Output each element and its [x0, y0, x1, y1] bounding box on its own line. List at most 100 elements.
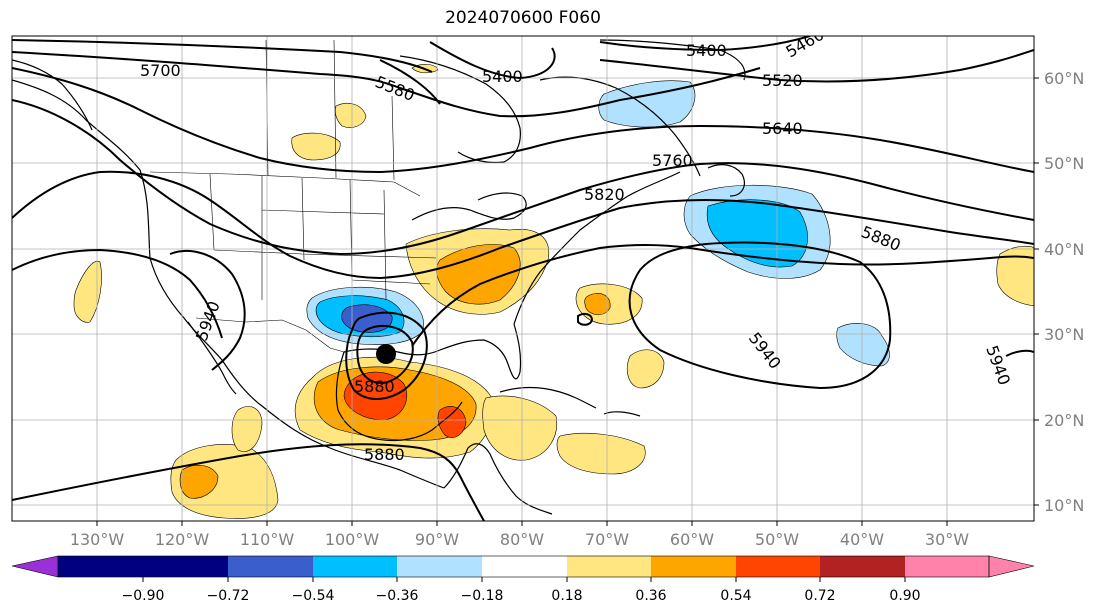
newfoundland	[707, 164, 745, 197]
latitude-ticks: 60°N 50°N 40°N 30°N 20°N 10°N	[1044, 69, 1084, 515]
contour-5880-north	[12, 244, 1034, 347]
colorbar-bin	[567, 556, 651, 577]
colorbar-tick-label: 0.72	[804, 588, 835, 604]
hudson-bay	[399, 55, 521, 164]
contour-label: 5760	[652, 151, 693, 170]
lon-tick-label: 110°W	[240, 530, 295, 549]
colorbar-bin	[736, 556, 820, 577]
colorbar: −0.90 −0.72 −0.54 −0.36 −0.18 0.18 0.36 …	[11, 555, 1035, 604]
colorbar-tick-label: 0.36	[635, 588, 666, 604]
contour-small-loop	[577, 312, 594, 326]
contour-5940-east	[1005, 349, 1034, 357]
lon-tick-label: 60°W	[670, 530, 714, 549]
colorbar-tick-label: −0.18	[461, 588, 504, 604]
contour-5760	[12, 99, 1034, 256]
contour-5700	[12, 51, 761, 118]
warm-anomaly-caribbean-east	[556, 432, 646, 475]
colorbar-frame	[57, 555, 990, 578]
mexico-gulf-coast	[335, 351, 463, 442]
gulf-coast-us	[343, 323, 522, 380]
alaska-coast	[12, 59, 93, 131]
colorbar-tick-label: 0.18	[551, 588, 582, 604]
cold-anomaly-labrador	[598, 80, 696, 128]
colorbar-bin	[651, 556, 736, 577]
baja-california	[187, 321, 237, 395]
lon-tick-label: 120°W	[155, 530, 210, 549]
warm-anomaly-atlantic-2	[627, 349, 665, 389]
lon-tick-label: 90°W	[415, 530, 459, 549]
warm-anomaly-mexico-pacific-core	[179, 464, 219, 499]
contour-inner-low	[356, 325, 414, 384]
us-mexico-border	[195, 317, 345, 353]
colorbar-extend-low	[11, 555, 59, 578]
lon-tick-label: 50°W	[755, 530, 799, 549]
contour-5400-b	[599, 36, 811, 52]
contour-5640	[12, 67, 1034, 174]
warm-anomaly-mexico-central	[231, 406, 263, 452]
contour-5880-south	[12, 443, 485, 521]
warm-anomaly-canada	[334, 103, 367, 128]
cuba	[499, 386, 597, 409]
contour-label: 5880	[354, 377, 395, 396]
us-east-coast	[513, 171, 681, 325]
map-title: 2024070600 F060	[445, 8, 601, 28]
colorbar-tick-label: −0.54	[292, 588, 335, 604]
contour-label: 5640	[762, 119, 803, 138]
longitude-ticks: 130°W 120°W 110°W 100°W 90°W 80°W 70°W 6…	[70, 530, 969, 549]
lon-tick-label: 80°W	[500, 530, 544, 549]
lon-tick-label: 40°W	[840, 530, 884, 549]
contour-5940-mexico	[169, 249, 246, 371]
lat-tick-label: 20°N	[1044, 411, 1084, 430]
contour-5580	[12, 39, 433, 73]
contour-5400-a	[429, 41, 556, 80]
gridlines	[12, 36, 1034, 521]
contour-5880-low	[345, 311, 428, 400]
warm-anomaly-southeast-us-core	[436, 244, 521, 305]
warm-anomaly-atlantic-1-core	[584, 293, 611, 316]
colorbar-tick-label: −0.36	[376, 588, 419, 604]
map-area: 5700 5580 5400 5400 5460 5520 5640 5760 …	[12, 36, 1034, 521]
lat-tick-label: 30°N	[1044, 325, 1084, 344]
colorbar-tick-label: −0.72	[207, 588, 250, 604]
warm-anomaly-pacific-west	[73, 260, 102, 323]
colorbar-bin	[228, 556, 313, 577]
height-contours	[12, 36, 1034, 521]
colorbar-tick-label: −0.90	[122, 588, 165, 604]
contour-5520	[599, 49, 1034, 83]
colorbar-extend-high	[988, 555, 1035, 578]
contour-label: 5520	[762, 71, 803, 90]
contour-5940-ring	[628, 241, 892, 390]
us-canada-border	[149, 171, 421, 197]
colorbar-bin	[397, 556, 482, 577]
colorbar-bin	[482, 556, 567, 577]
lat-tick-label: 60°N	[1044, 69, 1084, 88]
contour-5820	[12, 170, 1034, 280]
contour-label-group: 5700 5580 5400 5400 5460 5520 5640 5760 …	[140, 36, 1014, 464]
colorbar-bin	[58, 556, 143, 577]
colorbar-bin	[143, 556, 228, 577]
great-lakes	[411, 192, 527, 221]
warm-anomaly-yucatan-core	[437, 406, 467, 438]
contour-label: 5820	[584, 185, 625, 204]
contour-label: 5400	[686, 41, 727, 60]
warm-anomaly-east-edge	[996, 245, 1034, 306]
contour-label: 5400	[482, 67, 523, 86]
anomaly-shading	[73, 64, 1034, 519]
lat-tick-label: 40°N	[1044, 240, 1084, 259]
tick-marks	[96, 77, 1039, 526]
storm-center-marker	[376, 344, 396, 364]
colorbar-bin	[313, 556, 397, 577]
colorbar-bin	[820, 556, 905, 577]
warm-anomaly-rockies	[291, 132, 341, 161]
lat-tick-label: 10°N	[1044, 496, 1084, 515]
colorbar-tick-label: 0.90	[889, 588, 920, 604]
contour-5580-b	[379, 59, 441, 105]
contour-label: 5880	[364, 445, 405, 464]
lat-tick-label: 50°N	[1044, 154, 1084, 173]
lon-tick-label: 30°W	[925, 530, 969, 549]
central-america	[443, 443, 553, 515]
colorbar-bin	[905, 556, 989, 577]
lon-tick-label: 100°W	[325, 530, 380, 549]
map-frame	[11, 35, 1035, 522]
